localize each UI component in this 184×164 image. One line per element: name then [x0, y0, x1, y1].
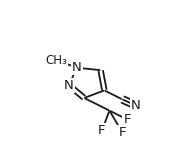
Text: N: N — [64, 79, 74, 92]
Text: F: F — [118, 126, 126, 139]
Text: N: N — [72, 61, 82, 74]
Text: N: N — [131, 99, 141, 112]
Text: F: F — [123, 113, 131, 126]
Text: F: F — [98, 124, 106, 137]
Text: CH₃: CH₃ — [46, 54, 67, 67]
